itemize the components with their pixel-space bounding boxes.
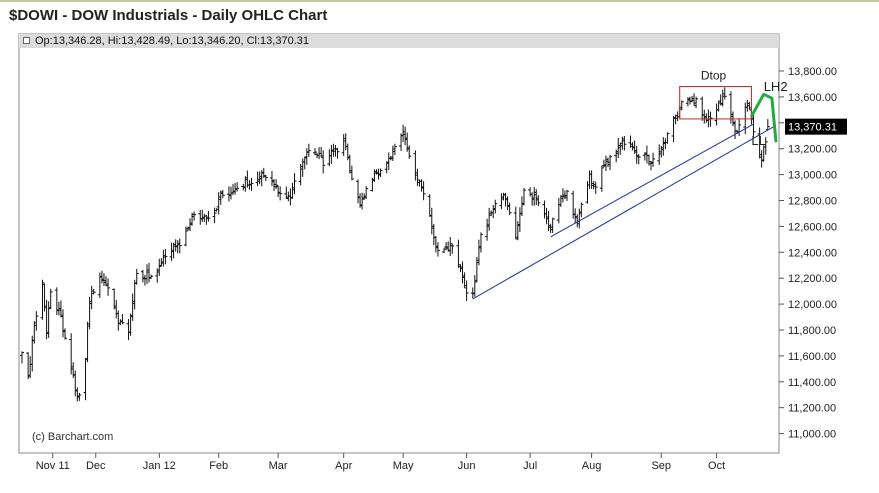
plot-frame (18, 33, 780, 454)
ohlc-values: Op:13,346.28, Hi:13,428.49, Lo:13,346.20… (35, 35, 309, 47)
ohlc-bar (292, 173, 297, 195)
y-tick-label: 13,200.00 (788, 144, 837, 156)
y-tick-label: 12,800.00 (788, 196, 837, 208)
x-tick-label: Nov 11 (36, 460, 70, 472)
y-tick-label: 12,200.00 (788, 273, 837, 285)
ohlc-bar (364, 185, 369, 199)
ohlc-bar (278, 186, 283, 201)
trendline (472, 124, 777, 300)
x-tick-label: Feb (209, 460, 228, 472)
ohlc-bar (335, 147, 340, 159)
x-tick-label: Jun (458, 460, 476, 472)
y-tick-label: 11,000.00 (788, 429, 836, 441)
ohlc-bar (34, 311, 39, 331)
x-tick-label: Jul (523, 460, 537, 472)
ohlc-bar (421, 181, 426, 201)
ohlc-bar (106, 278, 111, 296)
ohlc-bar (722, 87, 727, 100)
x-tick-label: Dec (86, 460, 106, 472)
x-tick-label: Sep (651, 460, 671, 472)
ohlc-bar (579, 202, 584, 218)
y-tick-label: 13,800.00 (788, 66, 837, 78)
x-tick-label: Oct (708, 460, 725, 472)
legend-swatch (23, 37, 30, 44)
y-tick-label: 13,600.00 (788, 92, 837, 104)
ohlc-bar (392, 143, 397, 156)
ohlc-bar (622, 135, 627, 151)
ohlc-bar (120, 314, 125, 325)
copyright-label: (c) Barchart.com (32, 431, 114, 443)
x-tick-label: May (393, 460, 414, 472)
y-tick-label: 13,000.00 (788, 170, 837, 182)
ohlc-bar (177, 238, 182, 254)
y-tick-label: 12,400.00 (788, 247, 837, 259)
dtop-box (679, 86, 752, 120)
x-tick-label: Mar (269, 460, 288, 472)
last-price-label: 13,370.31 (788, 122, 837, 134)
ohlc-bar (249, 177, 254, 191)
ohlc-bar (183, 226, 188, 247)
ohlc-bar (665, 132, 670, 144)
ohlc-bar (321, 150, 326, 174)
ohlc-bar (274, 179, 279, 190)
ohlc-bar (192, 211, 197, 221)
ohlc-bar (349, 165, 354, 181)
ohlc-bar (40, 279, 45, 320)
ohlc-bar (91, 288, 96, 295)
ohlc-bar (220, 190, 225, 199)
last-price-box (785, 118, 847, 135)
ohlc-bar (493, 199, 498, 214)
ohlc-bar (464, 280, 469, 301)
ohlc-bar (536, 195, 541, 207)
top-border (0, 0, 879, 2)
ohlc-bar (378, 168, 383, 178)
ohlc-bar (20, 351, 24, 364)
x-tick-label: Jan 12 (143, 460, 176, 472)
ohlc-bar (599, 165, 604, 192)
ohlc-bar (149, 274, 154, 279)
ohlc-bar (263, 174, 268, 182)
y-tick-label: 11,800.00 (788, 325, 836, 337)
ohlc-bar (593, 181, 598, 194)
trendline (550, 123, 754, 238)
y-tick-label: 12,600.00 (788, 221, 837, 233)
ohlc-bar (636, 154, 641, 165)
y-tick-label: 11,600.00 (788, 351, 836, 363)
ohlc-legend-bar: Op:13,346.28, Hi:13,428.49, Lo:13,346.20… (19, 34, 779, 48)
ohlc-bar (163, 249, 168, 265)
y-tick-label: 11,200.00 (788, 403, 836, 415)
dtop-label: Dtop (701, 69, 727, 83)
ohlc-bar (763, 137, 768, 155)
ohlc-bar (77, 392, 82, 401)
ohlc-bar (134, 268, 139, 285)
x-tick-label: Apr (335, 460, 352, 472)
ohlc-bar (312, 148, 317, 156)
annotation-ll: LL (751, 133, 765, 148)
ohlc-bar (565, 189, 570, 201)
ohlc-bar (206, 210, 211, 222)
ohlc-bar (521, 187, 526, 206)
chart-title: $DOWI - DOW Industrials - Daily OHLC Cha… (9, 7, 328, 24)
ohlc-bar (48, 288, 53, 310)
ohlc-bar (212, 207, 217, 224)
ohlc-bar (63, 328, 68, 340)
x-tick-label: Aug (582, 460, 602, 472)
ohlc-bar (507, 202, 512, 216)
ohlc-bar (550, 217, 555, 233)
ohlc-bar (608, 154, 613, 171)
y-tick-label: 11,400.00 (788, 377, 836, 389)
projection-line (750, 92, 778, 143)
annotation-lh2: LH2 (764, 79, 788, 94)
ohlc-bar (478, 232, 483, 253)
ohlc-bar (435, 242, 440, 257)
y-tick-label: 12,000.00 (788, 299, 837, 311)
ohlc-bar (306, 143, 311, 157)
ohlc-bar (235, 182, 240, 192)
ohlc-bar (407, 145, 412, 159)
ohlc-bar (651, 152, 656, 167)
ohlc-bar (694, 96, 699, 109)
ohlc-bar (450, 243, 455, 254)
